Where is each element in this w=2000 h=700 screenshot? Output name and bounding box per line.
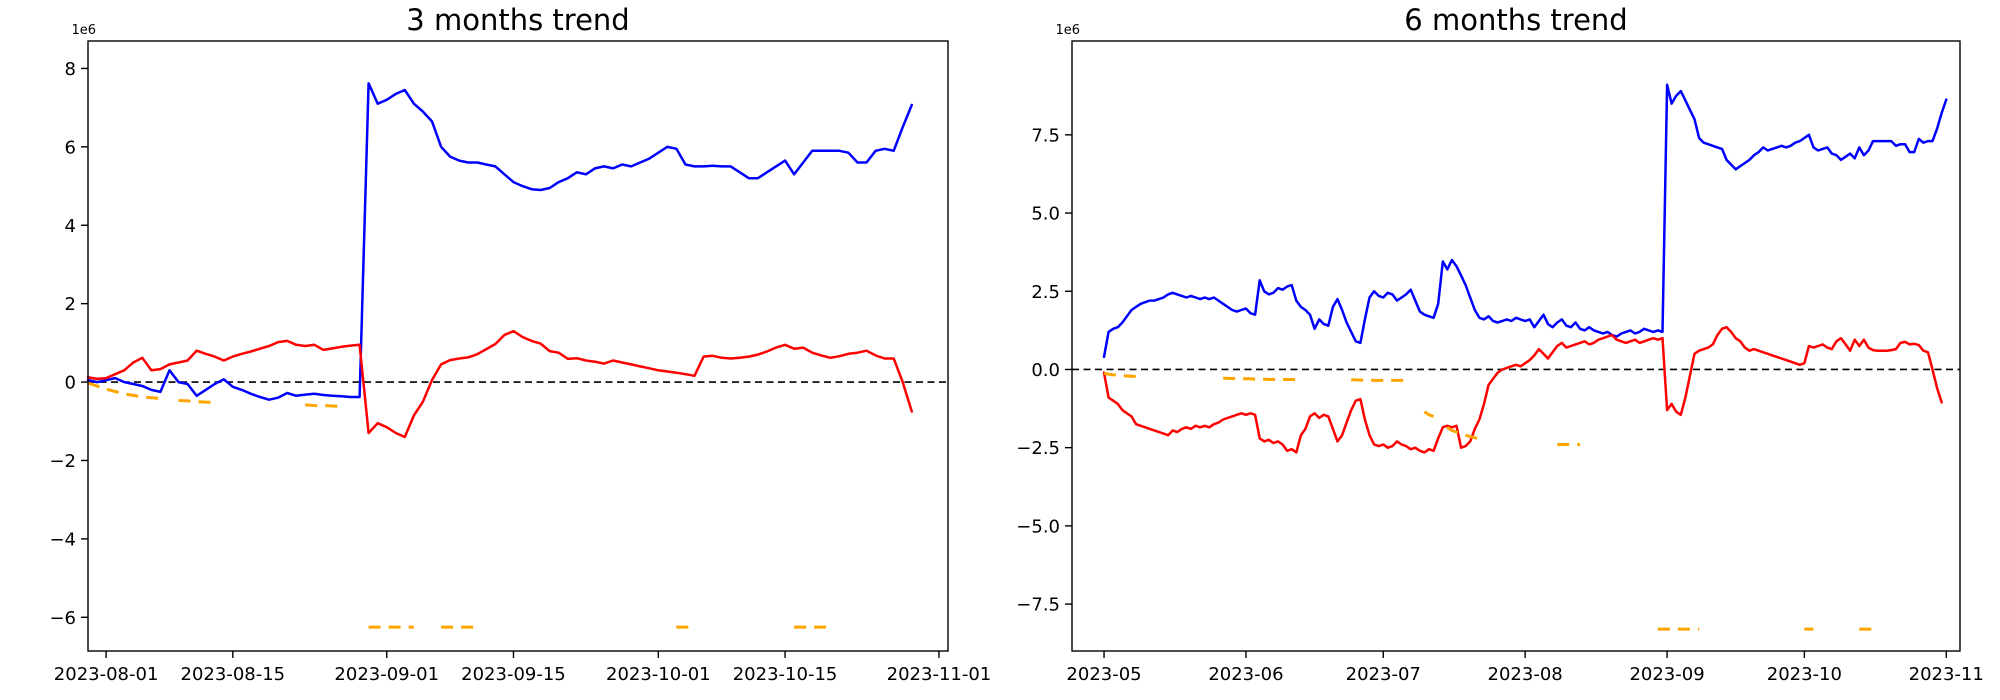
svg-text:2023-06: 2023-06	[1208, 664, 1283, 685]
svg-text:7.5: 7.5	[1031, 125, 1060, 146]
svg-text:2023-08-01: 2023-08-01	[54, 664, 159, 685]
chart-title-3-months: 3 months trend	[406, 3, 630, 37]
chart-canvas-6-months: 7.5 5.0 2.5 0.0 −2.5 −5.0 −7.5 2023-05 2023-06 20…	[1016, 23, 1984, 685]
svg-text:2023-11: 2023-11	[1909, 664, 1984, 685]
svg-text:1e6: 1e6	[1055, 23, 1080, 38]
svg-text:2023-10: 2023-10	[1767, 664, 1842, 685]
svg-text:2023-09-01: 2023-09-01	[334, 664, 439, 685]
svg-text:4: 4	[65, 216, 76, 237]
chart-canvas-3-months: 8 6 4 2 0 −2 −4 −6 2023-08-01 2023-08-15 2023-09-0…	[49, 23, 992, 685]
svg-text:0: 0	[65, 373, 76, 394]
svg-text:−5.0: −5.0	[1016, 516, 1060, 537]
svg-text:2023-07: 2023-07	[1346, 664, 1421, 685]
svg-text:−4: −4	[49, 529, 76, 550]
svg-text:1e6: 1e6	[71, 23, 96, 38]
svg-text:2023-09: 2023-09	[1629, 664, 1704, 685]
svg-text:2023-08-15: 2023-08-15	[181, 664, 286, 685]
svg-text:2023-10-15: 2023-10-15	[733, 664, 838, 685]
svg-text:−6: −6	[49, 608, 76, 629]
chart-title-6-months: 6 months trend	[1404, 3, 1628, 37]
svg-text:2023-10-01: 2023-10-01	[606, 664, 711, 685]
svg-text:2023-09-15: 2023-09-15	[461, 664, 566, 685]
svg-text:5.0: 5.0	[1031, 204, 1060, 225]
svg-text:0.0: 0.0	[1031, 360, 1060, 381]
svg-text:2: 2	[65, 294, 76, 315]
svg-text:2023-08: 2023-08	[1488, 664, 1563, 685]
svg-text:−2: −2	[49, 451, 76, 472]
svg-text:−7.5: −7.5	[1016, 595, 1060, 616]
svg-text:−2.5: −2.5	[1016, 438, 1060, 459]
svg-text:2023-11-01: 2023-11-01	[887, 664, 992, 685]
svg-text:6: 6	[65, 137, 76, 158]
svg-text:2023-05: 2023-05	[1066, 664, 1141, 685]
svg-text:2.5: 2.5	[1031, 282, 1060, 303]
svg-text:8: 8	[65, 59, 76, 80]
